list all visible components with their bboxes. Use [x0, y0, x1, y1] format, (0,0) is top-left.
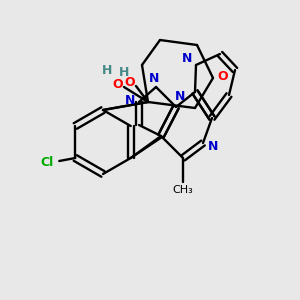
Text: N: N — [175, 91, 185, 103]
Text: CH₃: CH₃ — [172, 185, 194, 195]
Text: Cl: Cl — [41, 157, 54, 169]
Text: N: N — [182, 52, 192, 64]
Text: N: N — [149, 71, 159, 85]
Text: N: N — [125, 94, 135, 107]
Text: O: O — [218, 70, 228, 83]
Text: O: O — [125, 76, 135, 88]
Text: N: N — [208, 140, 218, 154]
Text: H: H — [102, 64, 112, 76]
Text: O: O — [113, 79, 123, 92]
Text: H: H — [119, 67, 129, 80]
